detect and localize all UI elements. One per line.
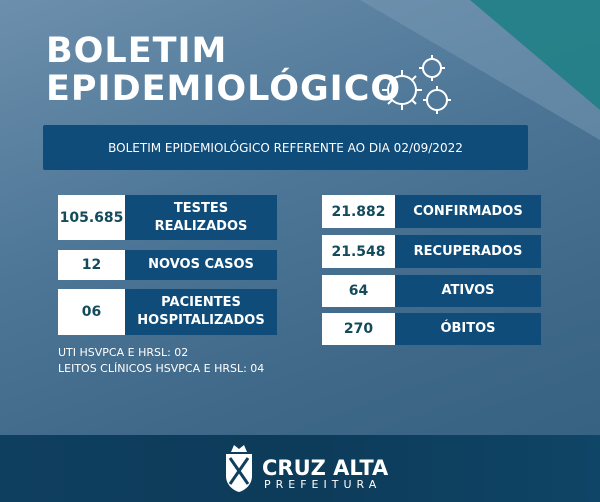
stat-label: ATIVOS <box>395 275 541 307</box>
title-line: EPIDEMIOLÓGICO <box>46 69 402 109</box>
coat-of-arms <box>226 445 252 492</box>
stat-row: 105.685 TESTES REALIZADOS <box>58 195 277 240</box>
stat-label-line: ATIVOS <box>441 283 495 299</box>
stat-row: 12 NOVOS CASOS <box>58 250 277 280</box>
stat-label-line: HOSPITALIZADOS <box>137 313 265 328</box>
stat-label-line: PACIENTES <box>161 295 241 311</box>
stat-label: NOVOS CASOS <box>125 250 277 280</box>
stat-label-line: RECUPERADOS <box>413 243 523 259</box>
stat-value: 12 <box>58 250 125 280</box>
stat-label: TESTES REALIZADOS <box>125 195 277 240</box>
brand-name: CRUZ ALTA <box>262 456 389 480</box>
stat-label: CONFIRMADOS <box>395 195 541 228</box>
stat-row: 270 ÓBITOS <box>322 313 541 345</box>
stat-value: 21.548 <box>322 235 395 268</box>
stat-value: 105.685 <box>58 195 125 240</box>
stat-row: 64 ATIVOS <box>322 275 541 307</box>
stat-label-line: CONFIRMADOS <box>413 203 523 219</box>
title-line: BOLETIM <box>46 31 228 71</box>
note: LEITOS CLÍNICOS HSVPCA E HRSL: 04 <box>58 362 265 375</box>
stat-label-line: REALIZADOS <box>154 218 248 234</box>
brand-subtitle: PREFEITURA <box>264 478 382 491</box>
note: UTI HSVPCA E HRSL: 02 <box>58 346 189 359</box>
stat-label: PACIENTES HOSPITALIZADOS <box>125 289 277 335</box>
stat-label: RECUPERADOS <box>395 235 541 268</box>
stat-label-line: NOVOS CASOS <box>148 257 254 273</box>
stat-value: 64 <box>322 275 395 307</box>
stat-value: 21.882 <box>322 195 395 228</box>
footer <box>0 435 600 502</box>
stat-row: 06 PACIENTES HOSPITALIZADOS <box>58 289 277 335</box>
stat-row: 21.548 RECUPERADOS <box>322 235 541 268</box>
date-banner: BOLETIM EPIDEMIOLÓGICO REFERENTE AO DIA … <box>43 125 528 170</box>
stat-row: 21.882 CONFIRMADOS <box>322 195 541 228</box>
stat-value: 06 <box>58 289 125 335</box>
stat-label-line: ÓBITOS <box>440 321 496 337</box>
stat-value: 270 <box>322 313 395 345</box>
stat-label-line: TESTES <box>173 200 229 216</box>
stat-label: ÓBITOS <box>395 313 541 345</box>
